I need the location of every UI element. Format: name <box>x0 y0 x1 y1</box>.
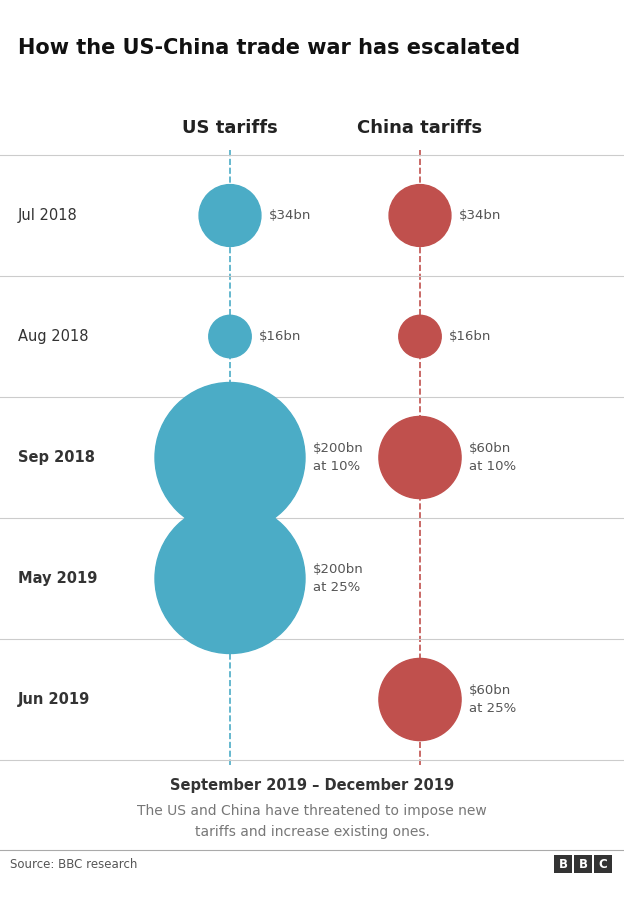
Circle shape <box>199 185 261 246</box>
Text: September 2019 – December 2019: September 2019 – December 2019 <box>170 778 454 793</box>
Text: $34bn: $34bn <box>459 209 501 222</box>
Text: Aug 2018: Aug 2018 <box>18 329 89 344</box>
Circle shape <box>389 185 451 246</box>
Text: US tariffs: US tariffs <box>182 119 278 137</box>
Text: China tariffs: China tariffs <box>358 119 482 137</box>
FancyBboxPatch shape <box>594 855 612 873</box>
Circle shape <box>155 382 305 532</box>
Text: B: B <box>578 858 588 870</box>
Circle shape <box>399 316 441 358</box>
Text: $34bn: $34bn <box>269 209 311 222</box>
Text: Source: BBC research: Source: BBC research <box>10 858 137 870</box>
Text: The US and China have threatened to impose new
tariffs and increase existing one: The US and China have threatened to impo… <box>137 804 487 839</box>
Text: $200bn
at 10%: $200bn at 10% <box>313 442 364 473</box>
Text: $60bn
at 10%: $60bn at 10% <box>469 442 516 473</box>
Circle shape <box>155 503 305 654</box>
Text: $60bn
at 25%: $60bn at 25% <box>469 684 516 715</box>
Text: C: C <box>598 858 607 870</box>
Circle shape <box>209 316 251 358</box>
Circle shape <box>379 658 461 741</box>
FancyBboxPatch shape <box>574 855 592 873</box>
Text: $16bn: $16bn <box>449 330 492 343</box>
Text: Sep 2018: Sep 2018 <box>18 450 95 465</box>
Text: $16bn: $16bn <box>259 330 301 343</box>
FancyBboxPatch shape <box>554 855 572 873</box>
Text: B: B <box>558 858 567 870</box>
Text: $200bn
at 25%: $200bn at 25% <box>313 563 364 594</box>
Text: May 2019: May 2019 <box>18 571 97 586</box>
Text: Jul 2018: Jul 2018 <box>18 208 78 223</box>
Circle shape <box>379 417 461 499</box>
Text: Jun 2019: Jun 2019 <box>18 692 90 707</box>
Text: How the US-China trade war has escalated: How the US-China trade war has escalated <box>18 38 520 58</box>
